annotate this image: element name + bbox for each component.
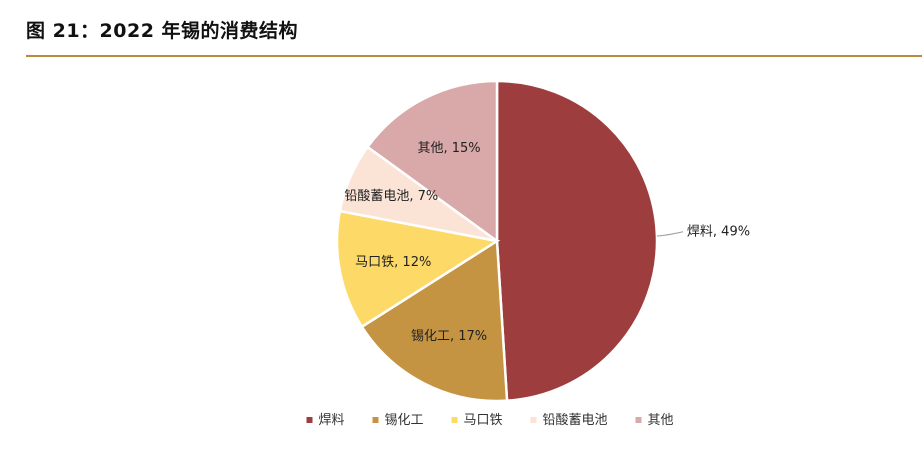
pie-slices xyxy=(335,79,659,403)
title-divider xyxy=(26,55,922,57)
chart-legend: 焊料 锡化工 马口铁 铅酸蓄电池 其他 xyxy=(306,412,674,428)
legend-label-4: 其他 xyxy=(648,413,674,428)
legend-swatch-2 xyxy=(451,417,458,423)
legend-swatch-4 xyxy=(635,417,642,423)
legend-label-0: 焊料 xyxy=(319,412,345,428)
slice-label-4: 其他, 15% xyxy=(417,141,480,156)
legend-label-2: 马口铁 xyxy=(464,413,503,428)
slice-leader-line-0 xyxy=(656,231,684,237)
pie-slice-2 xyxy=(335,209,501,329)
pie-slice-1 xyxy=(360,238,509,403)
slice-label-3: 铅酸蓄电池, 7% xyxy=(344,189,438,204)
pie-labels: 焊料, 49% 锡化工, 17% 马口铁, 12% 铅酸蓄电池, 7% 其他, 15% xyxy=(344,141,750,344)
legend-swatch-0 xyxy=(306,417,313,423)
pie-slice-0 xyxy=(495,79,659,403)
legend-swatch-3 xyxy=(530,417,537,423)
slice-label-2: 马口铁, 12% xyxy=(355,255,431,270)
slice-label-0: 焊料, 49% xyxy=(687,224,750,240)
legend-label-3: 铅酸蓄电池 xyxy=(543,413,608,428)
pie-slice-4 xyxy=(365,79,499,244)
legend-swatch-1 xyxy=(372,417,379,423)
figure-title: 图 21：2022 年锡的消费结构 xyxy=(26,20,299,42)
slice-label-1: 锡化工, 17% xyxy=(411,329,487,344)
legend-label-1: 锡化工 xyxy=(385,413,424,428)
